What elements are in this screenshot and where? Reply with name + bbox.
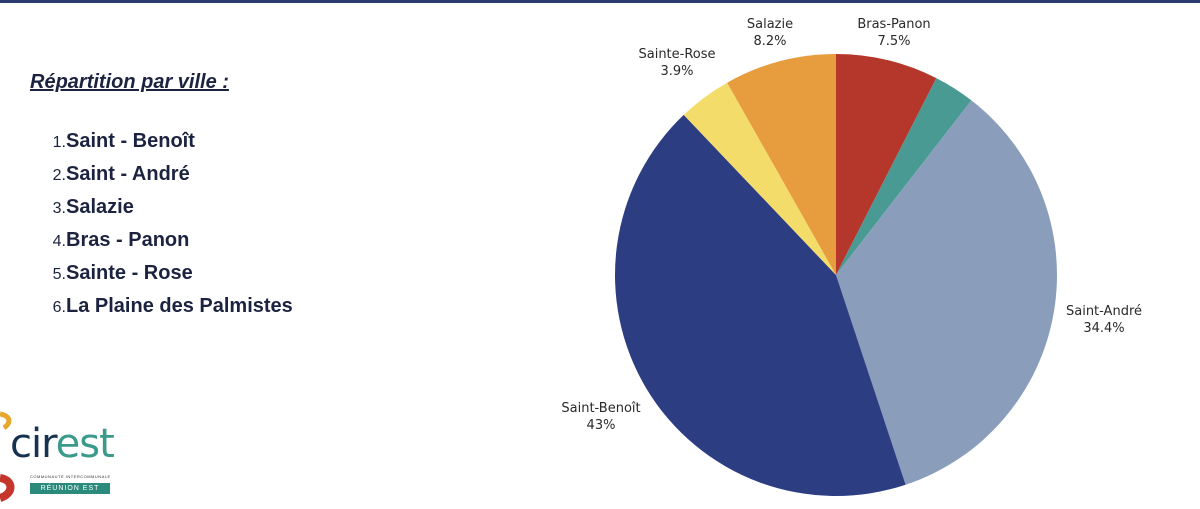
slice-value-label: 3.9% [660, 64, 693, 79]
slice-value-label: 43% [587, 418, 616, 433]
top-rule [0, 0, 1200, 3]
logo-band: RÉUNION EST [30, 483, 110, 494]
pie-slice [836, 78, 972, 275]
slice-label: Salazie [747, 17, 793, 32]
logo-subline: COMMUNAUTÉ INTERCOMMUNALE [30, 474, 111, 479]
list-label: Sainte - Rose [66, 262, 193, 284]
city-ranking-list: 1. Saint - Benoît 2. Saint - André 3. Sa… [46, 130, 293, 328]
list-number: 2. [52, 167, 66, 184]
list-label: Bras - Panon [66, 229, 190, 251]
pie-slice [727, 54, 836, 275]
list-item: 3. Salazie [46, 196, 293, 229]
pie-slice [836, 100, 1057, 485]
slice-value-label: 7.5% [877, 34, 910, 49]
slice-label: Saint-Benoît [561, 401, 640, 416]
pie-slice [683, 82, 836, 275]
logo-swirl-icon [0, 411, 15, 502]
slice-label: Sainte-Rose [638, 47, 715, 62]
list-number: 1. [52, 134, 66, 151]
list-item: 1. Saint - Benoît [46, 130, 293, 163]
list-label: Saint - Benoît [66, 130, 195, 152]
section-heading: Répartition par ville : [30, 71, 229, 93]
pie-chart: Bras-Panon 7.5% Saint-André 34.4% Saint-Beno… [561, 17, 1142, 497]
pie-slice [615, 114, 906, 497]
list-number: 5. [52, 266, 66, 283]
pie-chart-container: Bras-Panon 7.5% Saint-André 34.4% Saint-Beno… [520, 0, 1200, 504]
list-item: 5. Sainte - Rose [46, 262, 293, 295]
list-number: 6. [52, 299, 66, 316]
slice-value-label: 34.4% [1083, 321, 1124, 336]
list-item: 6. La Plaine des Palmistes [46, 295, 293, 328]
list-label: Saint - André [66, 163, 190, 185]
cirest-logo [0, 408, 130, 504]
list-item: 4. Bras - Panon [46, 229, 293, 262]
logo-name-part: est [55, 421, 115, 467]
logo-name-part: cir [10, 421, 57, 467]
logo-wordmark: cirest [10, 421, 115, 467]
list-number: 4. [52, 233, 66, 250]
slice-value-label: 8.2% [753, 34, 786, 49]
list-number: 3. [52, 200, 66, 217]
pie-slice [836, 54, 937, 275]
list-item: 2. Saint - André [46, 163, 293, 196]
slice-label: Saint-André [1066, 304, 1142, 319]
list-label: Salazie [66, 196, 134, 218]
list-label: La Plaine des Palmistes [66, 295, 293, 317]
slice-label: Bras-Panon [857, 17, 930, 32]
